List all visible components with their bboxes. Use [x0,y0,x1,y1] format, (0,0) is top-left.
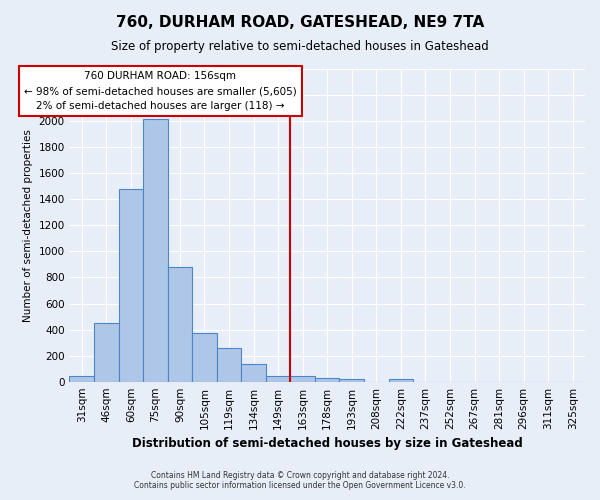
Bar [94,323,119,382]
Text: Contains HM Land Registry data © Crown copyright and database right 2024.
Contai: Contains HM Land Registry data © Crown c… [134,470,466,490]
Bar [143,118,167,382]
Bar [192,333,217,382]
Bar [340,380,364,382]
X-axis label: Distribution of semi-detached houses by size in Gateshead: Distribution of semi-detached houses by … [132,437,523,450]
Y-axis label: Number of semi-detached properties: Number of semi-detached properties [23,129,33,322]
Bar [119,189,143,382]
Bar [290,376,315,382]
Text: 760 DURHAM ROAD: 156sqm
← 98% of semi-detached houses are smaller (5,605)
2% of : 760 DURHAM ROAD: 156sqm ← 98% of semi-de… [24,72,296,111]
Bar [266,376,290,382]
Bar [167,267,192,382]
Bar [315,378,340,382]
Text: 760, DURHAM ROAD, GATESHEAD, NE9 7TA: 760, DURHAM ROAD, GATESHEAD, NE9 7TA [116,15,484,30]
Bar [241,364,266,382]
Text: Size of property relative to semi-detached houses in Gateshead: Size of property relative to semi-detach… [111,40,489,53]
Bar [70,376,94,382]
Bar [389,380,413,382]
Bar [217,348,241,382]
